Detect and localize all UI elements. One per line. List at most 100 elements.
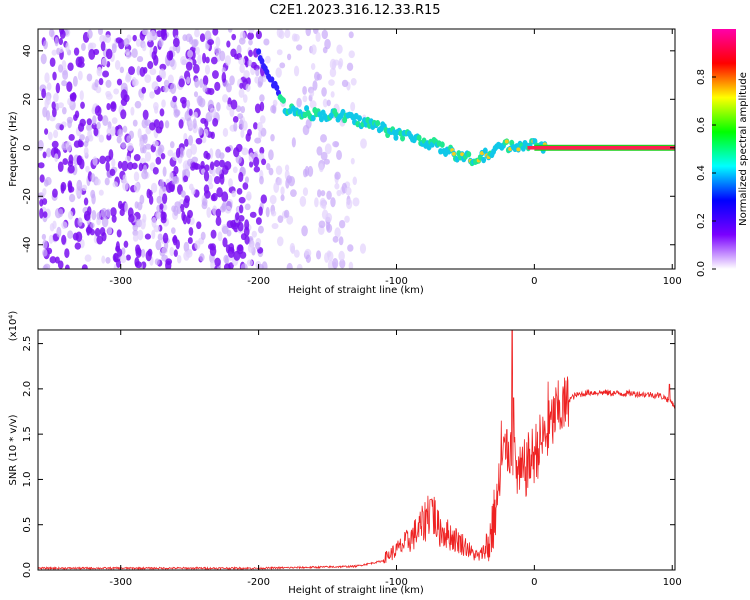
spectrogram-cell xyxy=(240,129,245,138)
spectrogram-cell xyxy=(160,29,166,40)
spectrogram-cell xyxy=(238,88,245,99)
spectrogram-cell xyxy=(118,38,125,50)
spectrogram-cell xyxy=(153,45,158,55)
x-tick-label: 0 xyxy=(531,577,537,588)
spectrogram-cell xyxy=(52,188,58,198)
x-tick-label: -200 xyxy=(247,276,270,287)
spectrogram-cell xyxy=(123,38,130,47)
spectrogram-cell xyxy=(107,226,113,235)
spectrogram-cell xyxy=(159,108,165,117)
spectrogram-cell xyxy=(188,108,193,116)
spectrogram-cell xyxy=(339,259,346,269)
spectrogram-cell xyxy=(316,146,323,156)
spectrogram-cell xyxy=(92,156,98,166)
spectrogram-cell xyxy=(245,194,252,201)
colorbar: 0.0 0.2 0.4 0.6 0.8 Normalized spectral ampl… xyxy=(696,29,749,277)
spectrogram-cell xyxy=(247,32,255,40)
spectrogram-cell xyxy=(359,243,367,254)
spectrogram-cell xyxy=(94,79,99,88)
spectrogram-cell xyxy=(260,194,268,204)
spectrogram-ridge-cell xyxy=(416,134,422,141)
spectrogram-ridge-cell xyxy=(340,108,346,116)
spectrogram-cell xyxy=(244,203,251,211)
spectrogram-cell xyxy=(98,134,105,143)
spectrogram-cell xyxy=(142,66,148,74)
spectrogram-cell xyxy=(79,90,84,101)
spectrogram-cell xyxy=(209,107,217,117)
spectrogram-cell xyxy=(360,138,367,149)
spectrogram-cell xyxy=(230,48,237,58)
spectrogram-cell xyxy=(45,95,51,105)
spectrogram-cell xyxy=(45,147,52,158)
spectrogram-cell xyxy=(253,166,261,173)
spectrogram-cell xyxy=(111,214,117,223)
spectrogram-ridge-cell xyxy=(400,135,406,142)
spectrogram-cell xyxy=(141,86,147,94)
spectrogram-cell xyxy=(169,246,175,257)
spectrogram-cell xyxy=(81,42,86,52)
spectrogram-cell xyxy=(94,105,102,116)
spectrogram-cell xyxy=(273,182,280,193)
spectrogram-cell xyxy=(230,99,238,110)
spectrogram-cell xyxy=(155,156,162,165)
spectrogram-cell xyxy=(316,250,322,260)
spectrogram-cell xyxy=(131,77,137,87)
spectrogram-cell xyxy=(142,144,147,154)
spectrogram-cell xyxy=(184,138,189,147)
spectrogram-cell xyxy=(104,177,110,186)
spectrogram-cell xyxy=(142,29,148,35)
spectrogram-cell xyxy=(93,127,99,137)
spectrogram-cell xyxy=(307,165,314,177)
spectrogram-y-label: Frequency (Hz) xyxy=(8,111,19,187)
spectrogram-cell xyxy=(158,187,164,199)
x-tick-label: -200 xyxy=(247,577,270,588)
spectrogram-cell xyxy=(352,176,358,186)
spectrogram-cell xyxy=(117,160,123,169)
spectrogram-cell xyxy=(238,37,246,45)
spectrogram-cell xyxy=(232,116,239,123)
spectrogram-cell xyxy=(266,162,271,171)
spectrogram-ridge-cell xyxy=(375,120,381,127)
spectrogram-cell xyxy=(211,168,216,177)
y-tick-label: 0 xyxy=(22,145,33,151)
spectrogram-cell xyxy=(182,214,188,225)
spectrogram-cell xyxy=(243,70,250,79)
spectrogram-ridge-cell xyxy=(280,97,286,104)
spectrogram-cell xyxy=(44,128,49,135)
spectrogram-cell xyxy=(201,201,208,210)
spectrogram-cell xyxy=(123,240,129,248)
spectrogram-cell xyxy=(286,215,294,225)
spectrogram-cell xyxy=(178,119,184,129)
spectrogram-cell xyxy=(161,99,166,108)
spectrogram-cell xyxy=(56,226,62,238)
spectrogram-cell xyxy=(237,113,244,120)
spectrogram-cell xyxy=(183,251,190,261)
spectrogram-cell xyxy=(202,84,208,93)
spectrogram-cell xyxy=(326,99,331,107)
spectrogram-cell xyxy=(254,76,260,84)
spectrogram-cell xyxy=(305,254,311,264)
spectrogram-cell xyxy=(87,29,93,39)
spectrogram-cell xyxy=(134,100,142,109)
spectrogram-cell xyxy=(215,36,221,48)
spectrogram-cell xyxy=(206,207,212,219)
spectrogram-cell xyxy=(219,50,226,62)
spectrogram-cell xyxy=(64,248,70,259)
x-tick-label: -300 xyxy=(109,276,132,287)
spectrogram-cell xyxy=(128,130,135,140)
y-tick-label: 2.5 xyxy=(22,336,33,352)
snr-y-label: SNR (10 * v/v) xyxy=(8,414,19,485)
spectrogram-cell xyxy=(97,29,104,36)
spectrogram-cell xyxy=(332,140,340,148)
spectrogram-cell xyxy=(195,137,203,145)
spectrogram-cell xyxy=(158,38,164,48)
spectrogram-cell xyxy=(218,159,226,168)
spectrogram-cell xyxy=(176,207,182,214)
spectrogram-cell xyxy=(238,204,244,214)
spectrogram-cell xyxy=(200,231,206,241)
spectrogram-cell xyxy=(187,134,194,146)
colorbar-tick-label: 0.6 xyxy=(696,117,707,133)
spectrogram-cell xyxy=(222,237,228,248)
spectrogram-cell xyxy=(173,249,178,257)
spectrogram-cell xyxy=(242,94,248,103)
